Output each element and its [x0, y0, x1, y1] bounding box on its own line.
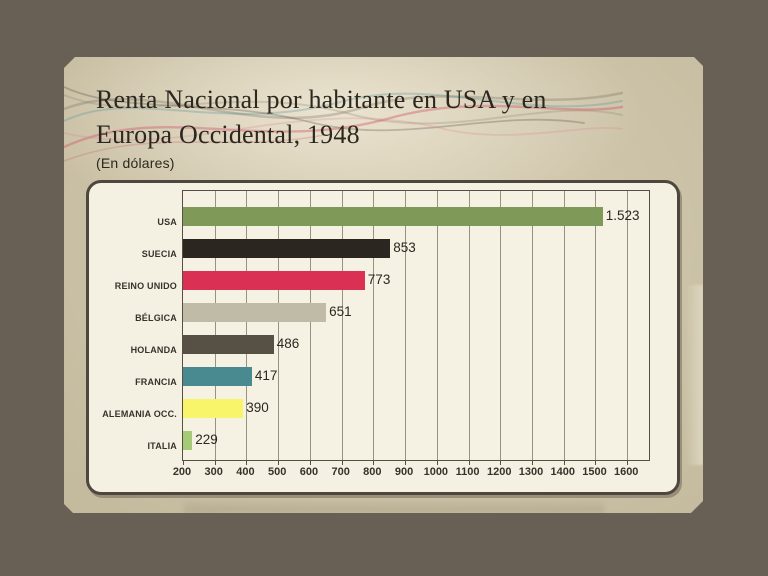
- bar-usa: [183, 207, 603, 226]
- bar-suecia: [183, 239, 390, 258]
- tick-mark-1100: [469, 460, 470, 465]
- category-label-francia: FRANCIA: [135, 376, 177, 387]
- gridline-500: [278, 191, 279, 462]
- x-axis-tick-labels: 200 300 400 500 600 700 800 900 1000 1100 1200 1300…: [182, 466, 650, 480]
- bar-italia: [183, 431, 192, 450]
- tick-mark-1200: [500, 460, 501, 465]
- bar-value-label-alemania-occ: 390: [246, 399, 269, 415]
- tick-mark-300: [215, 460, 216, 465]
- tick-label-1000: 1000: [423, 466, 449, 478]
- slide: Renta Nacional por habitante en USA y en…: [64, 57, 703, 513]
- tick-label-1100: 1100: [455, 466, 480, 478]
- tick-mark-1500: [595, 460, 596, 465]
- tick-mark-1600: [627, 460, 628, 465]
- slide-title-line2: Europa Occidental, 1948: [96, 120, 360, 149]
- tick-mark-200: [183, 460, 184, 465]
- tick-label-900: 900: [394, 466, 414, 478]
- bar-value-label-holanda: 486: [276, 335, 300, 351]
- gridline-700: [342, 191, 343, 462]
- tick-mark-900: [405, 460, 406, 465]
- tick-label-600: 600: [299, 466, 319, 478]
- tick-mark-400: [246, 460, 247, 465]
- bar-value-label-b-lgica: 651: [329, 303, 352, 319]
- slide-title: Renta Nacional por habitante en USA y en…: [96, 82, 547, 152]
- tick-mark-1400: [564, 460, 565, 465]
- bar-value-label-italia: 229: [195, 431, 218, 447]
- gridline-1200: [500, 191, 501, 462]
- tick-label-300: 300: [204, 466, 223, 478]
- gridline-400: [246, 191, 247, 462]
- gridline-800: [373, 191, 374, 462]
- slide-title-line1: Renta Nacional por habitante en USA y en: [96, 85, 547, 114]
- gridline-600: [310, 191, 311, 462]
- texture-stain-bottom: [184, 499, 604, 513]
- texture-stain-right: [685, 285, 703, 465]
- plot-area: 1.523 853 773 651 486 417 390 229: [182, 190, 650, 461]
- tick-label-800: 800: [363, 466, 382, 478]
- category-label-suecia: SUECIA: [141, 248, 177, 259]
- tick-mark-700: [342, 460, 343, 465]
- tick-label-1500: 1500: [582, 466, 607, 478]
- gridline-1100: [469, 191, 470, 462]
- bar-reino-unido: [183, 271, 365, 290]
- tick-mark-800: [373, 460, 374, 465]
- bar-b-lgica: [183, 303, 326, 322]
- tick-label-400: 400: [236, 466, 255, 478]
- tick-label-1600: 1600: [613, 466, 639, 478]
- tick-mark-600: [310, 460, 311, 465]
- category-label-b-lgica: BÉLGICA: [135, 312, 177, 323]
- chart-panel: USA SUECIA REINO UNIDO BÉLGICA HOLANDA FRANCI…: [86, 180, 680, 495]
- bar-francia: [183, 367, 252, 386]
- tick-label-700: 700: [331, 466, 350, 478]
- gridline-900: [405, 191, 406, 462]
- title-block: Renta Nacional por habitante en USA y en…: [96, 82, 547, 171]
- gridline-300: [215, 191, 216, 462]
- gridline-1600: [627, 191, 628, 462]
- gridline-1400: [564, 191, 565, 462]
- category-label-italia: ITALIA: [147, 440, 177, 451]
- bar-value-label-francia: 417: [254, 367, 278, 383]
- gridline-1300: [532, 191, 533, 462]
- bar-holanda: [183, 335, 274, 354]
- tick-mark-1300: [532, 460, 533, 465]
- bar-value-label-usa: 1.523: [605, 207, 640, 223]
- tick-mark-1000: [437, 460, 438, 465]
- category-label-alemania-occ: ALEMANIA OCC.: [102, 408, 177, 419]
- tick-label-500: 500: [267, 466, 287, 478]
- category-label-usa: USA: [157, 216, 177, 227]
- tick-label-1300: 1300: [518, 466, 544, 478]
- bar-value-label-reino-unido: 773: [367, 271, 391, 287]
- tick-label-1200: 1200: [487, 466, 512, 478]
- tick-label-200: 200: [172, 466, 192, 478]
- category-axis-labels: USA SUECIA REINO UNIDO BÉLGICA HOLANDA FRANCI…: [89, 190, 177, 461]
- slide-subtitle: (En dólares): [96, 155, 175, 171]
- bar-value-label-suecia: 853: [393, 239, 416, 255]
- bar-alemania-occ: [183, 399, 243, 418]
- tick-label-1400: 1400: [550, 466, 575, 478]
- category-label-holanda: HOLANDA: [130, 344, 177, 355]
- gridline-1500: [595, 191, 596, 462]
- category-label-reino-unido: REINO UNIDO: [114, 280, 177, 291]
- gridline-1000: [437, 191, 438, 462]
- tick-mark-500: [278, 460, 279, 465]
